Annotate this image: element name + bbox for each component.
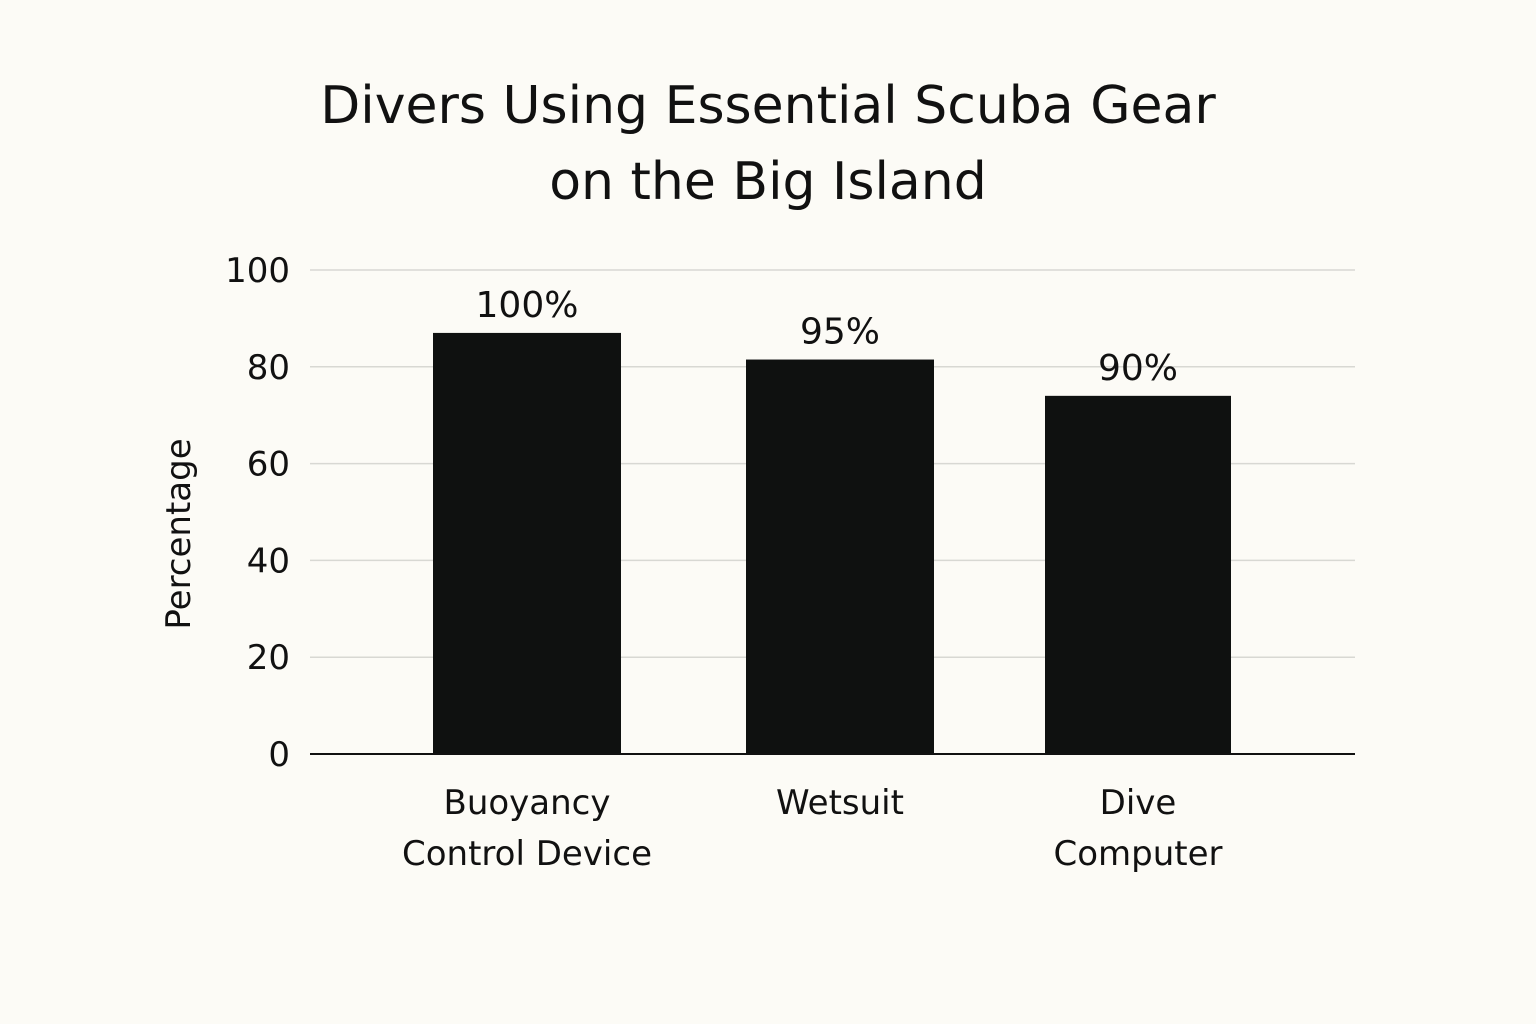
y-axis-label: Percentage bbox=[159, 438, 199, 629]
chart-title: Divers Using Essential Scuba Gear on the… bbox=[0, 68, 1536, 220]
x-tick-label: Dive Computer bbox=[1053, 783, 1222, 874]
axes: 0 20 40 60 80 100 bbox=[225, 251, 1355, 775]
y-tick-label: 0 bbox=[268, 735, 290, 775]
x-tick-label-line: Wetsuit bbox=[776, 783, 904, 823]
labels: 100% Buoyancy Control Device 95% Wetsuit 90% D… bbox=[402, 285, 1223, 874]
y-tick-label: 40 bbox=[247, 541, 290, 581]
x-tick-label: Buoyancy Control Device bbox=[402, 783, 652, 874]
y-tick-label: 100 bbox=[225, 251, 290, 291]
bar bbox=[746, 359, 934, 754]
y-tick-label: 80 bbox=[247, 348, 290, 388]
y-tick-label: 20 bbox=[247, 638, 290, 678]
data-label: 100% bbox=[476, 285, 579, 326]
bars bbox=[433, 332, 1231, 754]
x-tick-label-line: Control Device bbox=[402, 834, 652, 874]
y-tick-label: 60 bbox=[247, 445, 290, 485]
x-tick-label-line: Buoyancy bbox=[444, 783, 611, 823]
bar bbox=[433, 332, 621, 754]
data-label: 90% bbox=[1098, 348, 1178, 389]
chart-title-line-2: on the Big Island bbox=[549, 152, 987, 212]
data-label: 95% bbox=[800, 312, 880, 353]
x-tick-label: Wetsuit bbox=[776, 783, 904, 823]
chart-title-line-1: Divers Using Essential Scuba Gear bbox=[320, 76, 1216, 136]
x-tick-label-line: Computer bbox=[1053, 834, 1222, 874]
x-tick-label-line: Dive bbox=[1100, 783, 1177, 823]
bar bbox=[1045, 395, 1231, 754]
